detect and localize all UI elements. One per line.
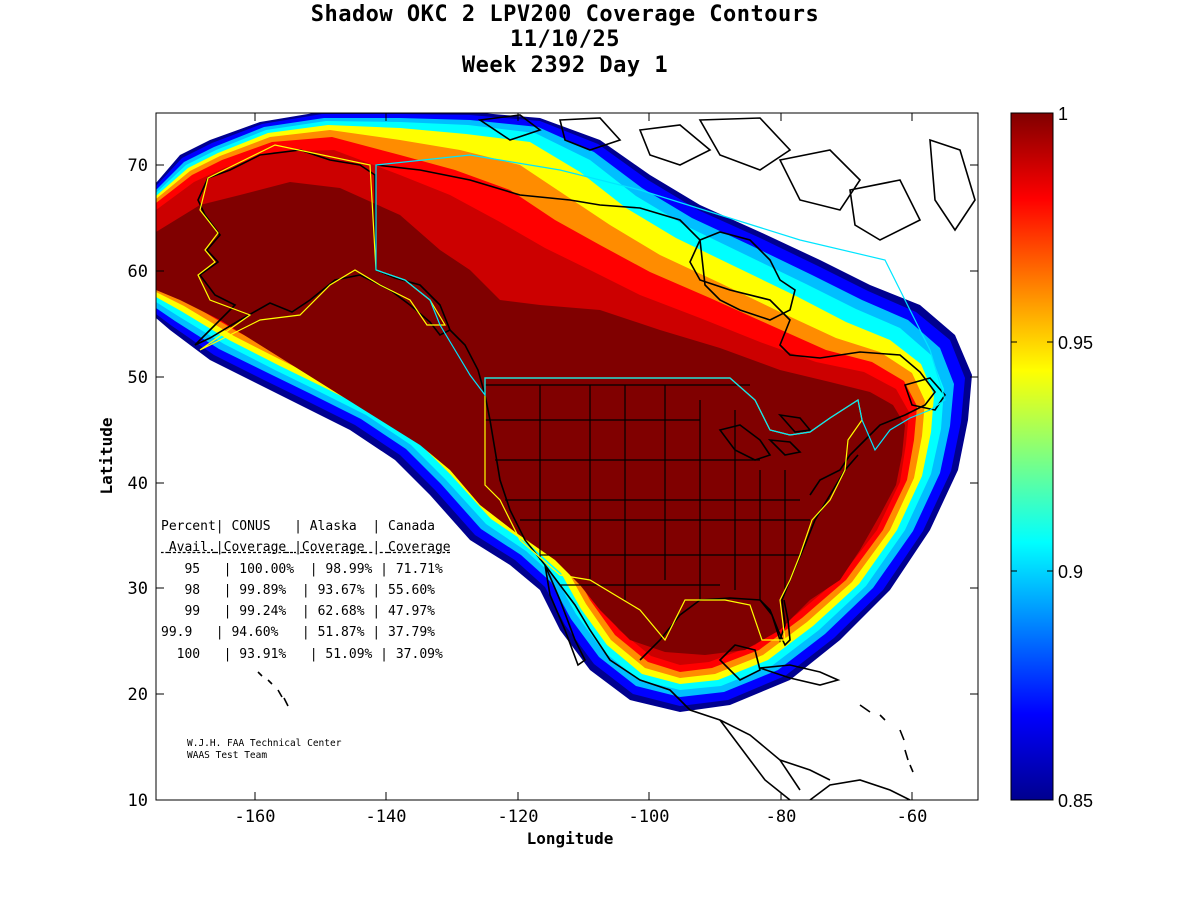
state-boundaries — [485, 384, 810, 600]
cuba — [759, 664, 841, 686]
newfoundland — [903, 377, 947, 411]
contour-1.00 — [156, 182, 905, 655]
colorbar-tick-label: 0.95 — [1058, 333, 1093, 353]
chart-date: 11/10/25 — [510, 27, 620, 52]
y-tick-label: 40 — [128, 474, 148, 494]
yucatan — [718, 644, 761, 681]
tick-marks — [156, 113, 978, 800]
header-percent: Percent — [161, 519, 216, 534]
y-tick-label: 60 — [128, 262, 148, 282]
table-header-row: Percent| CONUS | Alaska | Canada — [161, 519, 435, 534]
x-axis-label: Longitude — [527, 829, 614, 848]
colorbar-ticks — [1011, 341, 1053, 572]
chart-title: Shadow OKC 2 LPV200 Coverage Contours — [310, 2, 820, 27]
header-canada: Canada — [388, 519, 435, 534]
baja — [544, 564, 587, 667]
x-tick-label: -100 — [629, 807, 670, 827]
y-axis-label: Latitude — [97, 417, 116, 494]
south-america — [809, 779, 911, 800]
coverage-table: Percent| CONUS | Alaska | Canada Avail.|… — [161, 516, 451, 665]
coverage-contours — [156, 113, 972, 712]
credit-text: W.J.H. FAA Technical Center WAAS Test Tea… — [187, 738, 342, 761]
y-tick-label: 30 — [128, 579, 148, 599]
florida — [759, 599, 791, 647]
x-tick-label: -80 — [766, 807, 797, 827]
alaska-coast — [194, 149, 452, 346]
canada-outline — [375, 154, 946, 452]
y-tick-label: 10 — [128, 791, 148, 811]
table-row: 100 | 93.91% | 51.09% | 37.09% — [176, 646, 443, 662]
plot-frame — [155, 112, 979, 801]
y-tick-label: 50 — [128, 368, 148, 388]
canada-arctic-coast — [375, 164, 937, 496]
x-tick-label: -160 — [235, 807, 276, 827]
hawaii — [257, 671, 289, 707]
chart-week-day: Week 2392 Day 1 — [461, 53, 669, 78]
arctic-islands — [477, 114, 976, 241]
table-row: 99 | 99.24% | 62.68% | 47.97% — [184, 604, 435, 620]
y-tick-label: 70 — [128, 156, 148, 176]
service-regions — [197, 144, 946, 642]
colorbar — [1010, 112, 1054, 801]
x-tick-label: -120 — [498, 807, 539, 827]
table-row: 99.9 | 94.60% | 51.87% | 37.79% — [161, 625, 435, 641]
table-row: 98 | 99.89% | 93.67% | 55.60% — [184, 582, 435, 598]
colorbar-tick-label: 1 — [1058, 104, 1068, 124]
x-tick-label: -60 — [897, 807, 928, 827]
colorbar-tick-label: 0.85 — [1058, 791, 1093, 811]
colorbar-tick-label: 0.9 — [1058, 562, 1083, 582]
table-row: 95 | 100.00% | 98.99% | 71.71% — [184, 561, 443, 577]
y-tick-label: 20 — [128, 685, 148, 705]
x-tick-label: -140 — [366, 807, 407, 827]
central-america — [719, 719, 831, 800]
table-subheader-row: Avail.|Coverage |Coverage | Coverage — [168, 540, 451, 556]
caribbean — [859, 704, 914, 773]
header-alaska: Alaska — [309, 519, 357, 534]
header-conus: CONUS — [231, 519, 271, 534]
hudson-bay — [699, 231, 796, 321]
